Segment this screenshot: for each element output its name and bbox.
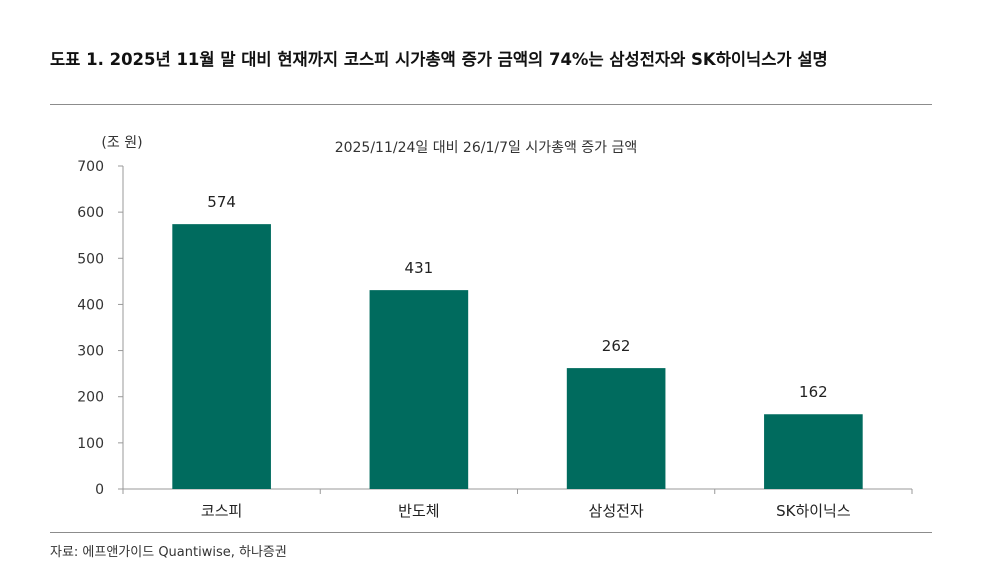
y-tick-label: 200 [77,390,104,406]
y-tick-label: 100 [77,436,104,452]
bar [566,368,666,489]
data-label: 162 [799,383,828,401]
bar [172,224,271,489]
chart-title: 2025/11/24일 대비 26/1/7일 시가총액 증가 금액 [335,140,638,156]
bar [369,290,469,489]
y-tick-label: 300 [77,344,104,360]
title-divider [50,104,932,105]
source-note: 자료: 에프앤가이드 Quantiwise, 하나증권 [50,545,287,560]
y-tick-label: 700 [77,159,104,175]
x-tick-label: SK하이닉스 [776,502,851,520]
y-tick-label: 400 [77,297,104,313]
data-label: 431 [405,259,434,277]
x-tick-label: 삼성전자 [589,502,644,520]
source-divider [50,532,932,533]
x-axis: 코스피 반도체 삼성전자 SK하이닉스 [122,488,913,520]
y-unit-label: (조 원) [101,135,142,151]
bar [764,414,863,489]
data-label: 574 [207,193,236,211]
y-axis: 0 100 200 300 400 500 600 700 [77,159,124,498]
y-tick-label: 600 [77,205,104,221]
figure-title: 도표 1. 2025년 11월 말 대비 현재까지 코스피 시가총액 증가 금액… [50,50,828,69]
y-tick-label: 0 [95,482,104,498]
y-tick-label: 500 [77,251,104,267]
data-label: 262 [602,337,631,355]
x-tick-label: 반도체 [398,502,439,520]
x-tick-label: 코스피 [201,502,242,520]
bar-series: 574 431 262 162 [172,193,863,489]
